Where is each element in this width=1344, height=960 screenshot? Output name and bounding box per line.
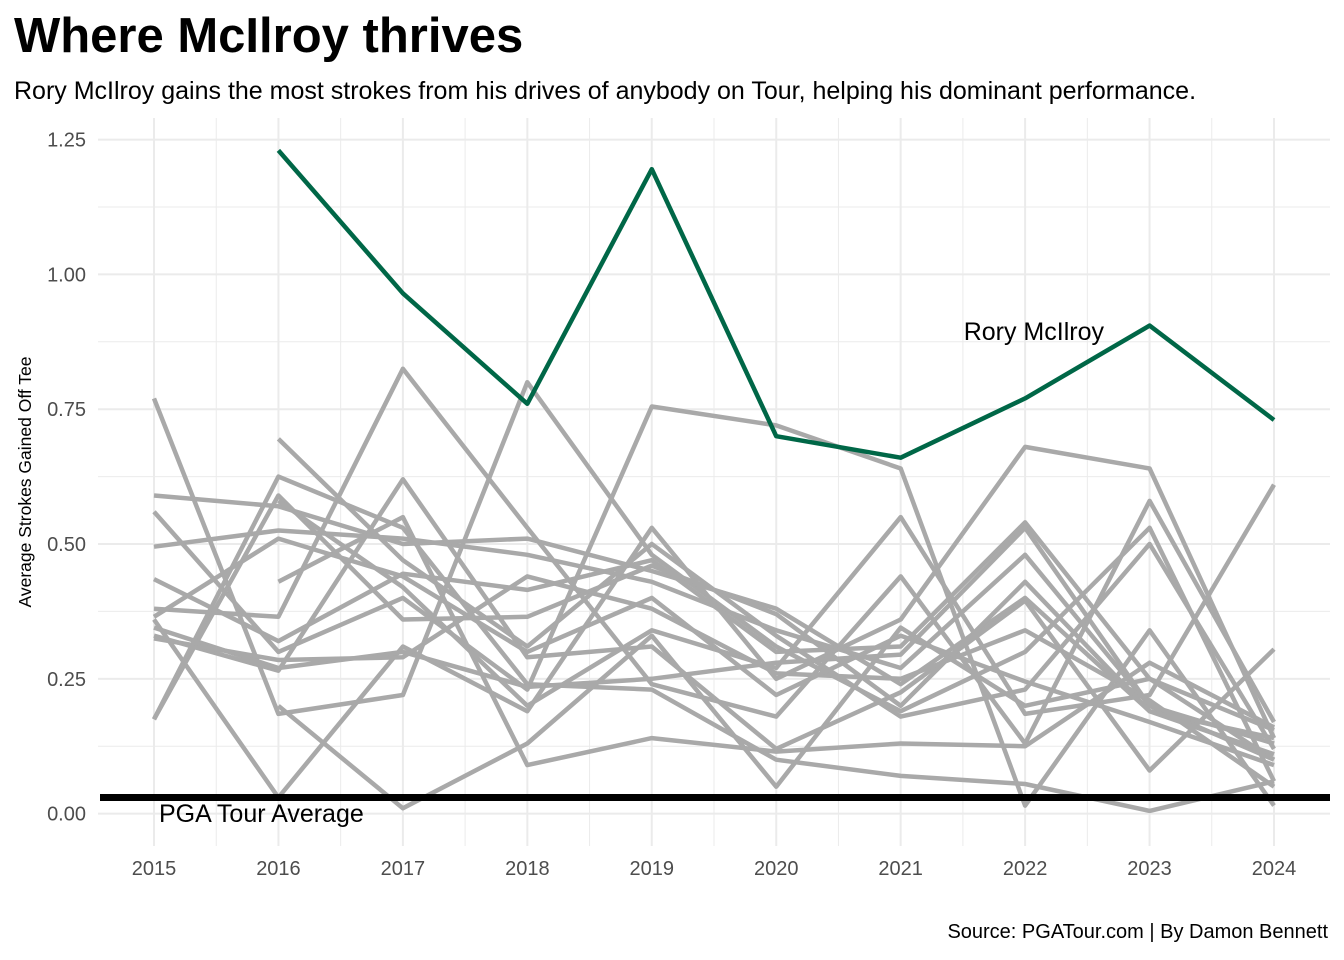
tour-average-label: PGA Tour Average	[159, 800, 364, 828]
mcilroy-series	[276, 148, 1276, 460]
chart-subtitle: Rory McIlroy gains the most strokes from…	[14, 77, 1197, 105]
x-tick-label: 2019	[630, 858, 675, 880]
x-tick-label: 2024	[1252, 858, 1297, 880]
y-tick-label: 0.00	[47, 804, 86, 826]
player-series-line	[152, 444, 1277, 800]
y-tick-label: 1.25	[47, 130, 86, 152]
chart-title: Where McIlroy thrives	[14, 9, 524, 63]
source-caption: Source: PGATour.com | By Damon Bennett	[947, 921, 1328, 943]
player-series-line	[153, 574, 1276, 789]
y-axis-label: Average Strokes Gained Off Tee	[15, 357, 35, 608]
player-series-line	[153, 477, 1276, 773]
y-tick-label: 0.25	[47, 669, 86, 691]
other-players-series	[151, 366, 1277, 814]
mcilroy-label: Rory McIlroy	[964, 318, 1105, 346]
x-tick-label: 2020	[754, 858, 799, 880]
mcilroy-series-line	[276, 148, 1276, 460]
x-tick-label: 2017	[381, 858, 426, 880]
player-series-line	[152, 536, 1275, 768]
player-series-line	[276, 625, 1275, 811]
x-tick-label: 2023	[1127, 858, 1172, 880]
y-tick-label: 0.75	[47, 399, 86, 421]
player-series-line	[276, 437, 1276, 751]
x-tick-label: 2016	[256, 858, 301, 880]
x-tick-label: 2018	[505, 858, 550, 880]
y-tick-label: 0.50	[47, 534, 86, 556]
x-tick-label: 2015	[132, 858, 177, 880]
x-tick-label: 2022	[1003, 858, 1048, 880]
player-series-line	[277, 483, 1276, 717]
axis-labels: 0.00 0.25 0.50 0.75 1.00 1.25 2015 2016 2017 2018…	[47, 130, 1296, 880]
player-series-line	[152, 404, 1276, 808]
x-tick-label: 2021	[878, 858, 923, 880]
grid	[98, 118, 1330, 846]
y-tick-label: 1.00	[47, 264, 86, 286]
